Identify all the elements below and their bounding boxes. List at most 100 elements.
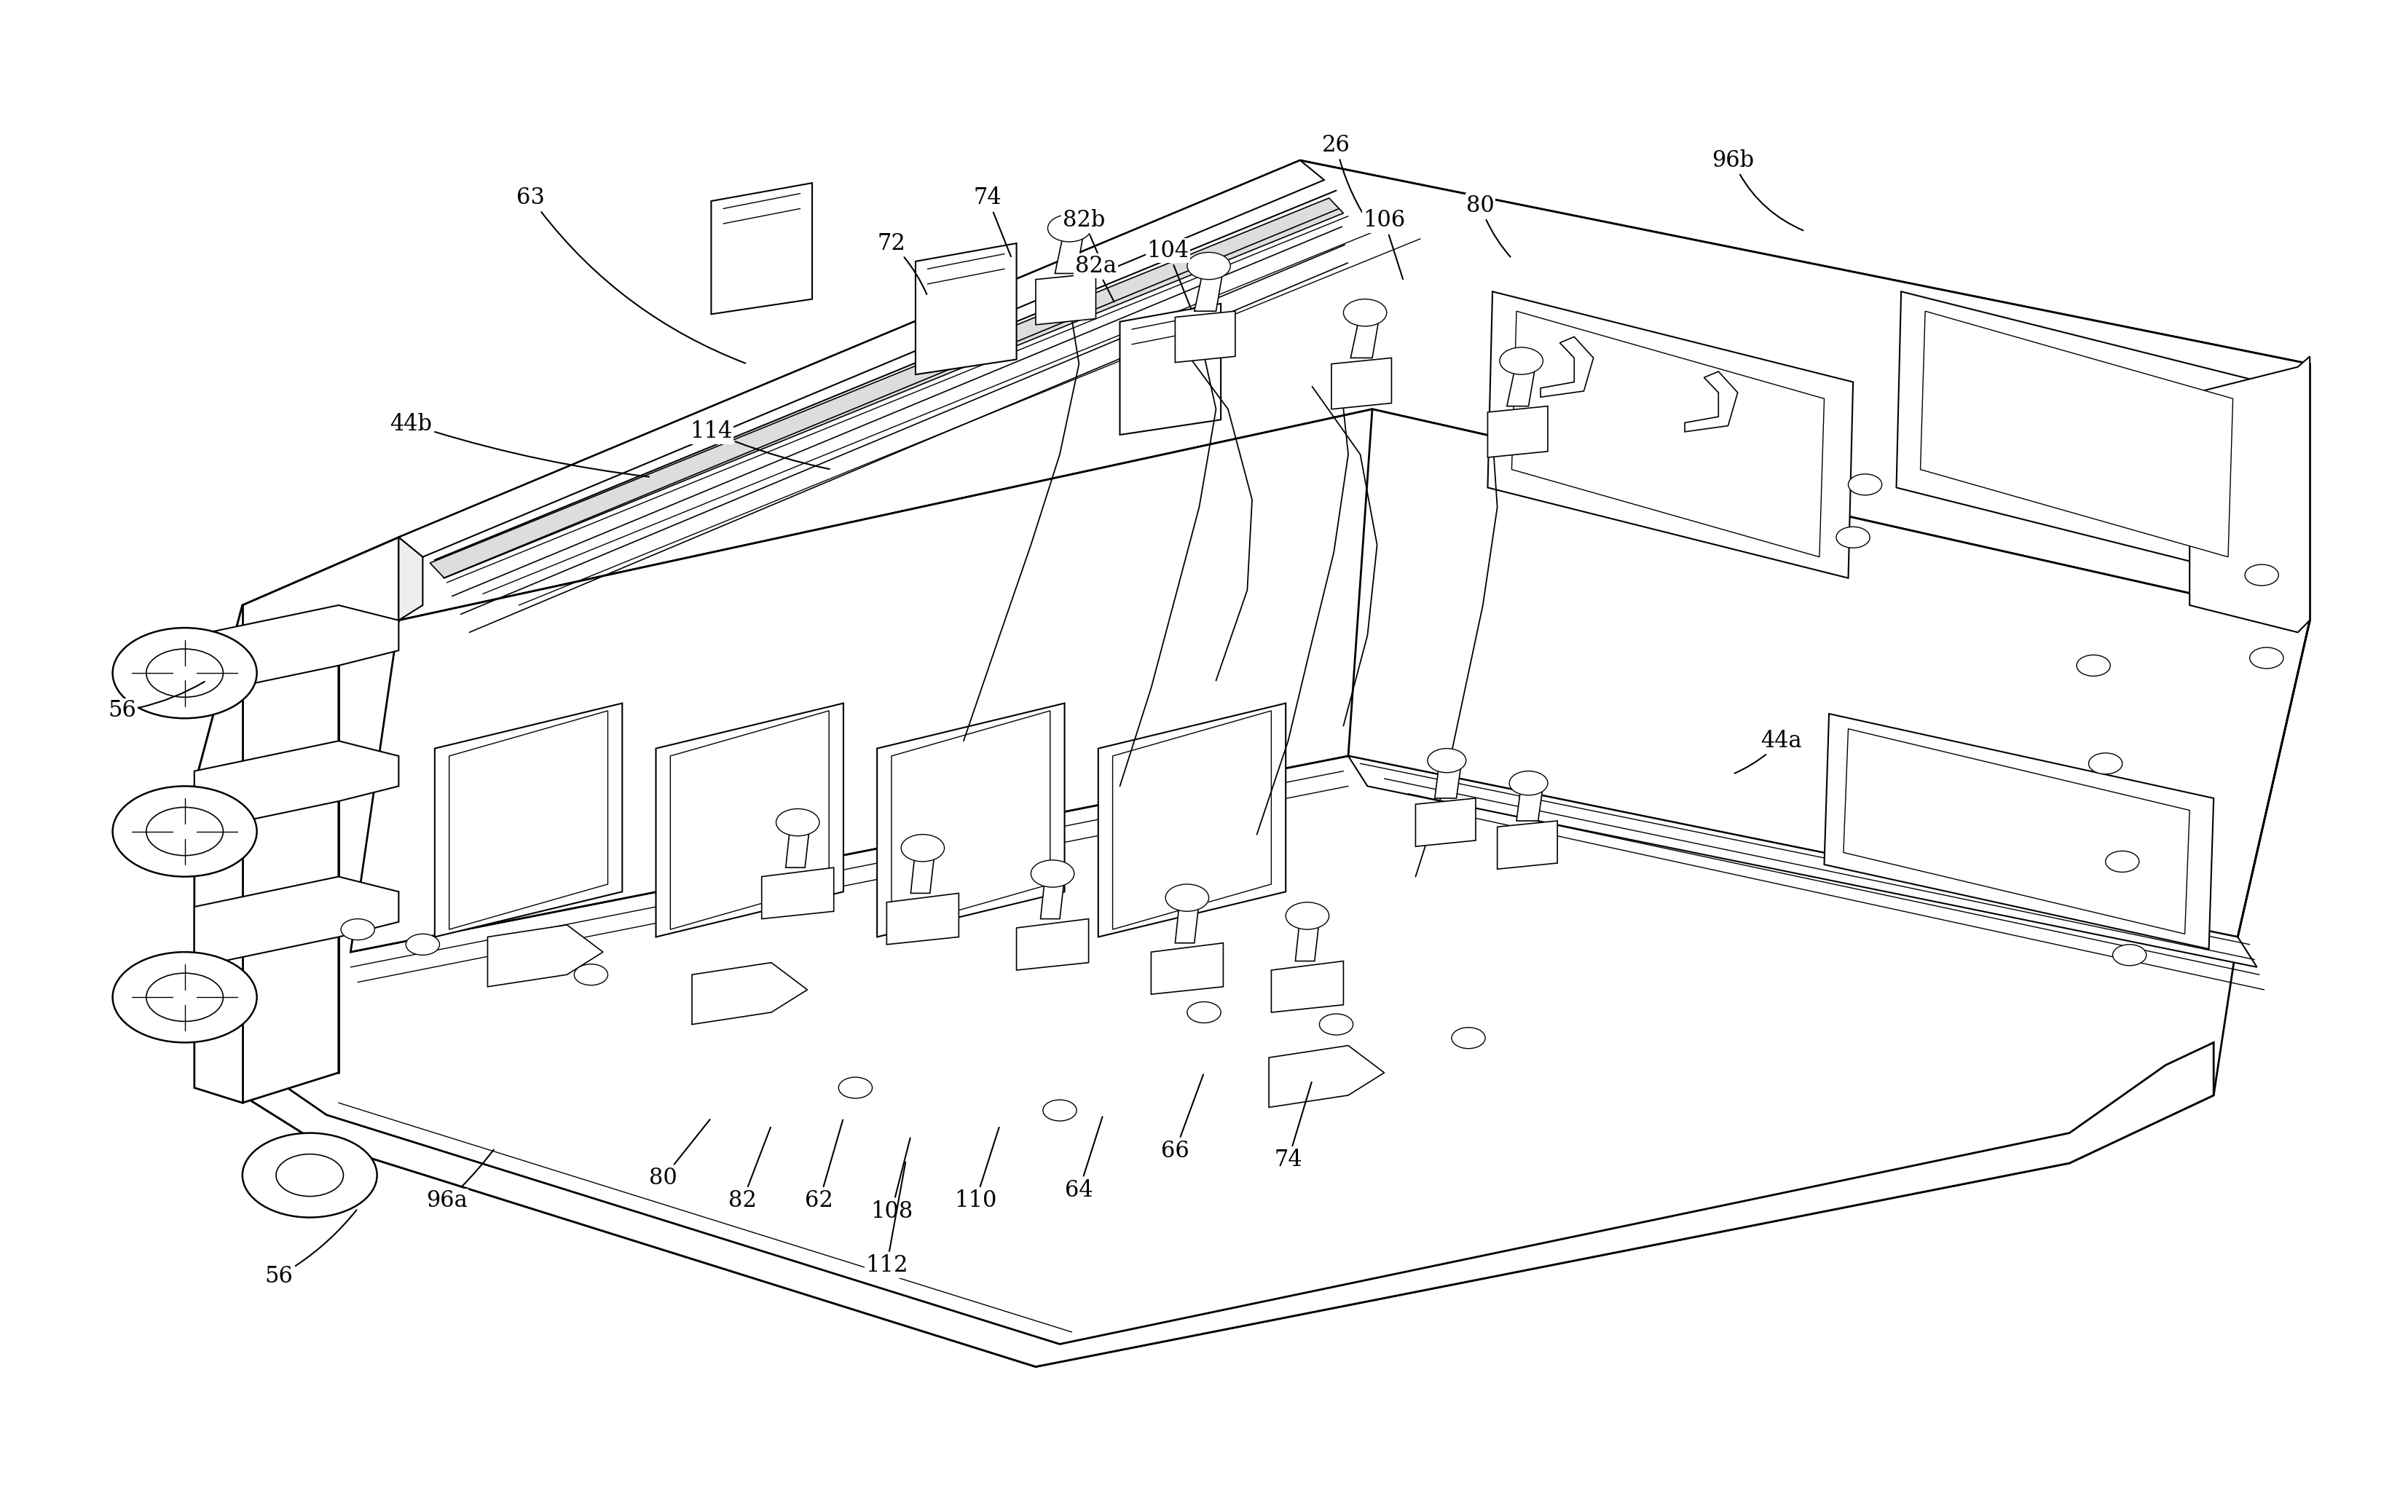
Polygon shape — [1016, 919, 1088, 971]
Text: 104: 104 — [1146, 239, 1192, 310]
Text: 96a: 96a — [426, 1149, 494, 1213]
Polygon shape — [1296, 916, 1320, 962]
Polygon shape — [1040, 874, 1064, 919]
Polygon shape — [1507, 361, 1536, 407]
Circle shape — [1187, 253, 1230, 280]
Polygon shape — [761, 868, 833, 919]
Circle shape — [1837, 526, 1871, 547]
Circle shape — [1428, 748, 1466, 773]
Text: 106: 106 — [1363, 209, 1406, 280]
Text: 62: 62 — [804, 1120, 843, 1213]
Polygon shape — [1175, 311, 1235, 363]
Text: 96b: 96b — [1712, 150, 1804, 230]
Circle shape — [407, 934, 441, 956]
Polygon shape — [1175, 898, 1199, 943]
Circle shape — [2076, 655, 2109, 676]
Circle shape — [2105, 851, 2138, 872]
Text: 66: 66 — [1161, 1075, 1204, 1163]
Circle shape — [2088, 753, 2121, 774]
Text: 63: 63 — [518, 187, 746, 363]
Polygon shape — [2189, 357, 2309, 632]
Polygon shape — [1348, 756, 2256, 968]
Polygon shape — [195, 741, 400, 832]
Circle shape — [1187, 1002, 1221, 1024]
Circle shape — [277, 1154, 344, 1196]
Text: 74: 74 — [973, 187, 1011, 257]
Polygon shape — [691, 963, 807, 1025]
Polygon shape — [1517, 783, 1544, 821]
Polygon shape — [1271, 962, 1344, 1013]
Circle shape — [1286, 903, 1329, 930]
Text: 64: 64 — [1064, 1117, 1103, 1202]
Polygon shape — [1351, 313, 1380, 358]
Polygon shape — [1541, 337, 1594, 398]
Circle shape — [243, 1132, 378, 1217]
Circle shape — [147, 974, 224, 1022]
Polygon shape — [195, 877, 400, 968]
Circle shape — [113, 786, 258, 877]
Polygon shape — [195, 160, 2309, 1367]
Polygon shape — [450, 711, 607, 930]
Circle shape — [1500, 348, 1544, 375]
Circle shape — [1320, 1015, 1353, 1036]
Polygon shape — [1035, 274, 1096, 325]
Polygon shape — [1151, 943, 1223, 995]
Circle shape — [775, 809, 819, 836]
Text: 82: 82 — [727, 1128, 771, 1213]
Text: 82b: 82b — [1062, 209, 1105, 265]
Circle shape — [838, 1077, 872, 1098]
Text: 112: 112 — [864, 1163, 908, 1278]
Polygon shape — [1488, 407, 1548, 458]
Circle shape — [901, 835, 944, 862]
Polygon shape — [710, 183, 811, 314]
Circle shape — [1849, 475, 1883, 494]
Polygon shape — [877, 703, 1064, 937]
Polygon shape — [1919, 311, 2232, 556]
Text: 80: 80 — [1466, 195, 1510, 257]
Text: 26: 26 — [1322, 135, 1370, 227]
Text: 56: 56 — [265, 1210, 356, 1288]
Circle shape — [2249, 647, 2283, 668]
Circle shape — [2112, 945, 2146, 966]
Polygon shape — [785, 823, 809, 868]
Polygon shape — [910, 848, 934, 894]
Circle shape — [573, 965, 607, 986]
Polygon shape — [1686, 372, 1739, 432]
Polygon shape — [891, 711, 1050, 930]
Polygon shape — [400, 160, 2309, 620]
Polygon shape — [195, 605, 400, 696]
Text: 82a: 82a — [1074, 254, 1117, 302]
Polygon shape — [1269, 1045, 1385, 1107]
Polygon shape — [195, 537, 400, 1102]
Polygon shape — [915, 243, 1016, 375]
Text: 72: 72 — [877, 231, 927, 295]
Polygon shape — [231, 1042, 2213, 1367]
Polygon shape — [1055, 228, 1084, 274]
Polygon shape — [1488, 292, 1854, 578]
Text: 110: 110 — [954, 1128, 999, 1213]
Circle shape — [342, 919, 376, 940]
Polygon shape — [1498, 821, 1558, 869]
Circle shape — [147, 649, 224, 697]
Polygon shape — [352, 410, 2309, 953]
Polygon shape — [436, 703, 621, 937]
Circle shape — [147, 807, 224, 856]
Polygon shape — [489, 925, 602, 987]
Polygon shape — [1845, 729, 2189, 934]
Text: 44b: 44b — [390, 413, 650, 476]
Text: 114: 114 — [691, 420, 828, 469]
Polygon shape — [1898, 292, 2261, 578]
Polygon shape — [1512, 311, 1825, 556]
Polygon shape — [669, 711, 828, 930]
Circle shape — [1510, 771, 1548, 795]
Circle shape — [1165, 885, 1209, 912]
Text: 108: 108 — [869, 1139, 913, 1223]
Polygon shape — [1112, 711, 1271, 930]
Text: 56: 56 — [108, 682, 205, 723]
Polygon shape — [1435, 761, 1462, 798]
Polygon shape — [1825, 714, 2213, 950]
Polygon shape — [1120, 304, 1221, 435]
Circle shape — [2244, 564, 2278, 585]
Circle shape — [1452, 1028, 1486, 1048]
Polygon shape — [1194, 266, 1223, 311]
